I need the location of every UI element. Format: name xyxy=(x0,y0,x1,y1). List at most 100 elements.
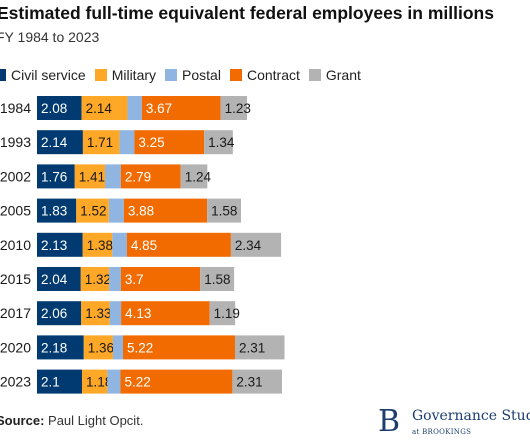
data-label-military-2023: 1.18 xyxy=(86,375,112,390)
bar-postal-2015 xyxy=(109,267,121,291)
data-label-contract-2017: 4.13 xyxy=(125,306,151,321)
data-label-contract-1993: 3.25 xyxy=(138,135,164,150)
chart-subtitle: FY 1984 to 2023 xyxy=(0,29,100,45)
category-label-2023: 2023 xyxy=(0,374,31,390)
bar-postal-2010 xyxy=(112,232,127,257)
legend-label-civil-service: Civil service xyxy=(11,67,86,83)
bar-postal-1993 xyxy=(119,130,135,155)
data-label-civil-service-1984: 2.08 xyxy=(41,101,67,116)
category-label-1984: 1984 xyxy=(0,100,31,116)
bar-military-2010 xyxy=(82,232,113,257)
data-label-grant-2002: 1.24 xyxy=(185,169,212,184)
data-label-grant-2010: 2.34 xyxy=(235,238,262,253)
bar-grant-2017 xyxy=(209,301,236,326)
bar-civil-service-2005 xyxy=(37,198,77,223)
data-label-military-1993: 1.71 xyxy=(87,135,113,150)
data-label-military-2002: 1.41 xyxy=(79,169,105,184)
legend-label-postal: Postal xyxy=(182,67,221,83)
bar-grant-2010 xyxy=(230,232,282,257)
source-text: Paul Light Opcit. xyxy=(48,413,144,428)
data-label-military-2020: 1.36 xyxy=(88,340,114,355)
data-label-military-2017: 1.33 xyxy=(85,306,111,321)
legend-item-grant: Grant xyxy=(308,67,361,83)
bar-grant-2023 xyxy=(232,369,282,394)
data-label-contract-2023: 5.22 xyxy=(124,375,150,390)
category-label-2002: 2002 xyxy=(0,168,31,184)
bar-grant-1984 xyxy=(220,96,247,120)
data-label-military-2010: 1.38 xyxy=(87,238,113,253)
chart-title: Estimated full-time equivalent federal e… xyxy=(0,3,494,23)
legend-label-contract: Contract xyxy=(246,67,300,83)
data-label-military-2005: 1.52 xyxy=(80,204,106,219)
data-label-civil-service-2020: 2.18 xyxy=(41,340,67,355)
bar-military-2020 xyxy=(83,335,113,360)
legend-swatch-postal xyxy=(165,69,178,81)
bar-military-2017 xyxy=(81,301,110,326)
data-label-military-1984: 2.14 xyxy=(86,101,113,116)
bar-civil-service-2023 xyxy=(37,369,83,394)
bar-contract-2005 xyxy=(123,198,208,223)
legend-label-grant: Grant xyxy=(325,67,361,83)
bar-civil-service-2010 xyxy=(37,232,83,257)
data-label-civil-service-2002: 1.76 xyxy=(41,169,67,184)
legend-swatch-contract xyxy=(229,69,242,81)
bar-grant-2002 xyxy=(180,164,208,189)
legend-item-contract: Contract xyxy=(229,67,300,83)
category-label-2010: 2010 xyxy=(0,237,31,253)
bar-grant-1993 xyxy=(204,130,233,155)
bar-contract-2023 xyxy=(120,369,233,394)
bar-grant-2020 xyxy=(234,335,285,360)
bar-grant-2015 xyxy=(200,267,235,291)
bar-contract-1984 xyxy=(141,96,221,120)
bar-postal-2023 xyxy=(107,369,121,394)
bar-postal-1984 xyxy=(127,96,142,120)
data-label-grant-1993: 1.34 xyxy=(208,135,235,150)
category-label-2017: 2017 xyxy=(0,305,31,321)
category-label-2015: 2015 xyxy=(0,271,31,287)
data-label-civil-service-1993: 2.14 xyxy=(41,135,68,150)
data-label-grant-2023: 2.31 xyxy=(236,375,262,390)
data-label-contract-2020: 5.22 xyxy=(127,340,153,355)
bar-grant-2005 xyxy=(207,198,241,223)
bar-postal-2017 xyxy=(109,301,122,326)
bar-military-2023 xyxy=(82,369,108,394)
data-label-civil-service-2017: 2.06 xyxy=(41,306,67,321)
legend: Civil service Military Postal Contract Grant xyxy=(0,66,370,84)
bar-contract-1993 xyxy=(134,130,205,155)
legend-swatch-civil-service xyxy=(0,69,6,81)
logo-name: Governance Studies xyxy=(412,408,530,424)
data-label-grant-2017: 1.19 xyxy=(214,306,240,321)
legend-swatch-grant xyxy=(308,69,321,81)
legend-item-postal: Postal xyxy=(165,67,221,83)
data-label-contract-2010: 4.85 xyxy=(131,238,157,253)
data-label-civil-service-2005: 1.83 xyxy=(41,204,67,219)
data-label-grant-2020: 2.31 xyxy=(239,340,265,355)
data-label-civil-service-2023: 2.1 xyxy=(41,375,60,390)
legend-swatch-military xyxy=(94,69,107,81)
category-label-2020: 2020 xyxy=(0,339,31,355)
data-label-contract-1984: 3.67 xyxy=(146,101,172,116)
data-label-civil-service-2015: 2.04 xyxy=(41,272,68,287)
bar-contract-2010 xyxy=(126,232,231,257)
data-label-contract-2015: 3.7 xyxy=(125,272,144,287)
bar-contract-2020 xyxy=(123,335,235,360)
bar-civil-service-2015 xyxy=(37,267,81,291)
source-note: Source: Paul Light Opcit. xyxy=(0,413,143,428)
bar-contract-2015 xyxy=(120,267,201,291)
logo-mark: B xyxy=(378,404,401,439)
bar-contract-2002 xyxy=(120,164,181,189)
bar-postal-2020 xyxy=(112,335,124,360)
data-label-contract-2005: 3.88 xyxy=(128,204,154,219)
logo-subtitle: at BROOKINGS xyxy=(412,428,472,436)
bar-military-2005 xyxy=(76,198,109,223)
data-label-grant-2005: 1.58 xyxy=(211,204,237,219)
category-label-2005: 2005 xyxy=(0,203,31,219)
legend-item-military: Military xyxy=(94,67,156,83)
bar-civil-service-2020 xyxy=(37,335,84,360)
bar-military-2015 xyxy=(80,267,110,291)
data-label-grant-2015: 1.58 xyxy=(204,272,230,287)
data-label-contract-2002: 2.79 xyxy=(125,169,151,184)
data-label-grant-1984: 1.23 xyxy=(225,101,251,116)
bar-postal-2002 xyxy=(105,164,121,189)
bar-civil-service-2017 xyxy=(37,301,82,326)
